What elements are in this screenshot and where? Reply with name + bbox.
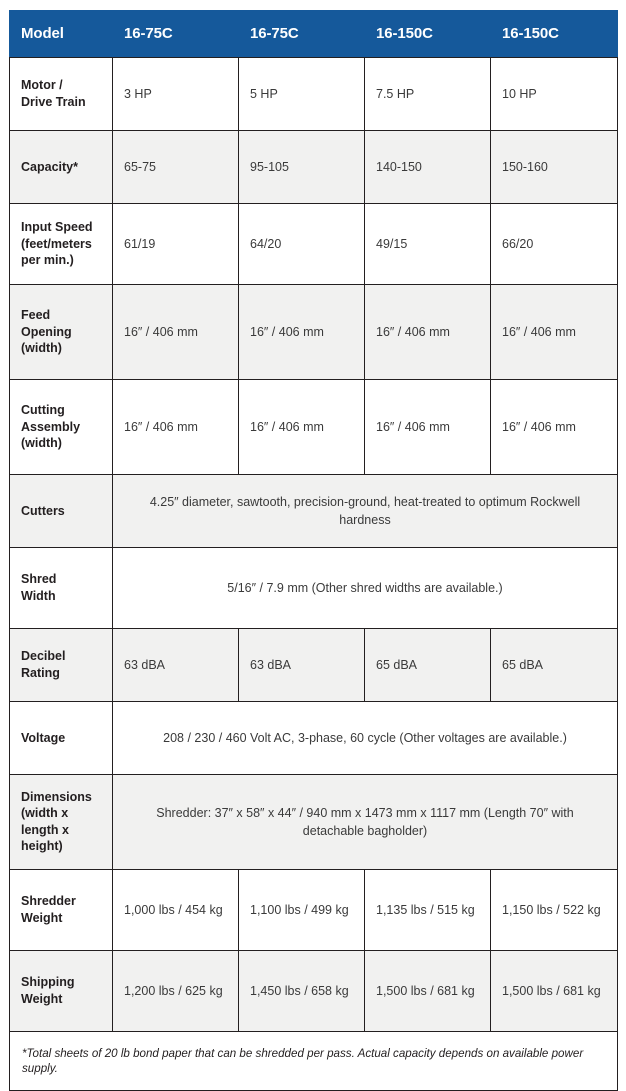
table-cell: 16″ / 406 mm: [238, 378, 365, 475]
row-label: Motor / Drive Train: [9, 56, 113, 131]
column-header-model-1: 16-75C: [112, 10, 239, 58]
footnote-text: *Total sheets of 20 lb bond paper that c…: [9, 1030, 618, 1091]
column-header-model: Model: [9, 10, 113, 58]
table-cell: 1,150 lbs / 522 kg: [490, 868, 618, 951]
row-label: Shredder Weight: [9, 868, 113, 951]
row-label: Dimensions (width x length x height): [9, 773, 113, 870]
table-cell: 3 HP: [112, 56, 239, 131]
table-cell: 16″ / 406 mm: [364, 283, 491, 380]
header-row: Model 16-75C 16-75C 16-150C 16-150C: [9, 10, 618, 58]
table-row: Dimensions (width x length x height) Shredde…: [9, 773, 618, 870]
table-cell: 95-105: [238, 129, 365, 204]
row-label: Cutters: [9, 473, 113, 548]
table-cell: 16″ / 406 mm: [238, 283, 365, 380]
column-header-model-2: 16-75C: [238, 10, 365, 58]
table-cell: 61/19: [112, 202, 239, 285]
table-row: Cutting Assembly (width) 16″ / 406 mm 16″ / …: [9, 378, 618, 475]
table-header: Model 16-75C 16-75C 16-150C 16-150C: [9, 10, 618, 58]
table-cell: 1,500 lbs / 681 kg: [364, 949, 491, 1032]
row-label: Shipping Weight: [9, 949, 113, 1032]
table-cell: 63 dBA: [238, 627, 365, 702]
table-cell: 5 HP: [238, 56, 365, 131]
table-cell-merged: Shredder: 37″ x 58″ x 44″ / 940 mm x 147…: [112, 773, 618, 870]
table-cell: 66/20: [490, 202, 618, 285]
table-cell: 7.5 HP: [364, 56, 491, 131]
row-label: Feed Opening (width): [9, 283, 113, 380]
table-cell: 16″ / 406 mm: [490, 378, 618, 475]
table-cell: 1,200 lbs / 625 kg: [112, 949, 239, 1032]
table-cell: 16″ / 406 mm: [490, 283, 618, 380]
row-label: Input Speed (feet/meters per min.): [9, 202, 113, 285]
table-row: Decibel Rating 63 dBA 63 dBA 65 dBA 65 dBA: [9, 627, 618, 702]
table-cell-merged: 5/16″ / 7.9 mm (Other shred widths are a…: [112, 546, 618, 629]
table-cell: 65 dBA: [364, 627, 491, 702]
table-row: Input Speed (feet/meters per min.) 61/19 64/…: [9, 202, 618, 285]
table-row: Shred Width 5/16″ / 7.9 mm (Other shred wi…: [9, 546, 618, 629]
table-cell: 65 dBA: [490, 627, 618, 702]
column-header-model-3: 16-150C: [364, 10, 491, 58]
table-cell: 1,500 lbs / 681 kg: [490, 949, 618, 1032]
row-label: Shred Width: [9, 546, 113, 629]
table-cell-merged: 4.25″ diameter, sawtooth, precision-grou…: [112, 473, 618, 548]
table-row: Cutters 4.25″ diameter, sawtooth, precisi…: [9, 473, 618, 548]
table-cell: 1,135 lbs / 515 kg: [364, 868, 491, 951]
column-header-model-4: 16-150C: [490, 10, 618, 58]
table-cell: 1,450 lbs / 658 kg: [238, 949, 365, 1032]
table-row: Voltage 208 / 230 / 460 Volt AC, 3-phase,…: [9, 700, 618, 775]
table-cell: 49/15: [364, 202, 491, 285]
table-cell: 1,000 lbs / 454 kg: [112, 868, 239, 951]
table-cell-merged: 208 / 230 / 460 Volt AC, 3-phase, 60 cyc…: [112, 700, 618, 775]
table-row: Motor / Drive Train 3 HP 5 HP 7.5 HP 10 HP: [9, 56, 618, 131]
row-label: Cutting Assembly (width): [9, 378, 113, 475]
row-label: Voltage: [9, 700, 113, 775]
table-cell: 65-75: [112, 129, 239, 204]
specification-table: Model 16-75C 16-75C 16-150C 16-150C Moto…: [9, 10, 618, 1091]
row-label: Capacity*: [9, 129, 113, 204]
footnote-row: *Total sheets of 20 lb bond paper that c…: [9, 1030, 618, 1091]
table-cell: 140-150: [364, 129, 491, 204]
table-row: Shredder Weight 1,000 lbs / 454 kg 1,100 lb…: [9, 868, 618, 951]
table-cell: 64/20: [238, 202, 365, 285]
table-cell: 16″ / 406 mm: [112, 378, 239, 475]
table-row: Capacity* 65-75 95-105 140-150 150-160: [9, 129, 618, 204]
table-row: Shipping Weight 1,200 lbs / 625 kg 1,450 lb…: [9, 949, 618, 1032]
table-row: Feed Opening (width) 16″ / 406 mm 16″ / 406 …: [9, 283, 618, 380]
table-cell: 16″ / 406 mm: [364, 378, 491, 475]
table-cell: 63 dBA: [112, 627, 239, 702]
table-cell: 10 HP: [490, 56, 618, 131]
row-label: Decibel Rating: [9, 627, 113, 702]
table-cell: 150-160: [490, 129, 618, 204]
table-cell: 16″ / 406 mm: [112, 283, 239, 380]
table-body: Motor / Drive Train 3 HP 5 HP 7.5 HP 10 HP Cap…: [9, 56, 618, 1091]
table-cell: 1,100 lbs / 499 kg: [238, 868, 365, 951]
specification-table-container: Model 16-75C 16-75C 16-150C 16-150C Moto…: [9, 10, 618, 1091]
